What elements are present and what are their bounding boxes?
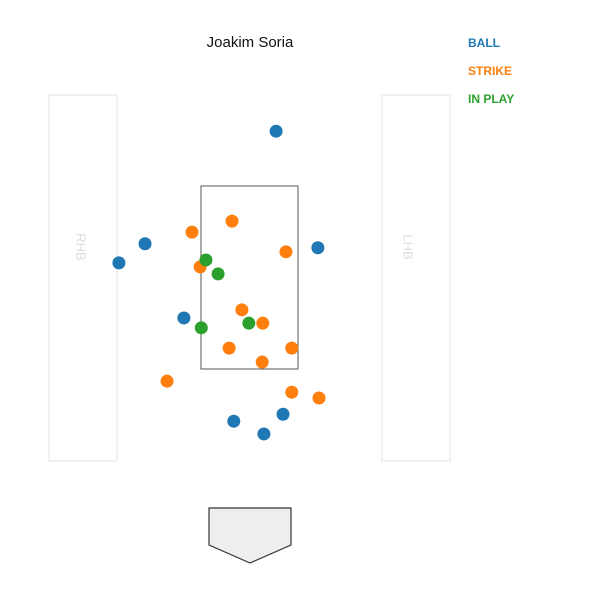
legend-label: STRIKE (468, 64, 512, 78)
pitch-point (256, 316, 270, 330)
batter-box-right (381, 94, 451, 462)
legend: BALL STRIKE IN PLAY (468, 36, 514, 106)
strike-zone (200, 185, 299, 370)
pitch-point (276, 407, 290, 421)
pitch-point (177, 311, 191, 325)
pitch-point (255, 355, 269, 369)
pitch-point (285, 385, 299, 399)
pitch-point (112, 256, 126, 270)
pitch-point (160, 374, 174, 388)
pitch-point (225, 214, 239, 228)
batter-label: LHB (401, 234, 416, 259)
chart-title: Joakim Soria (207, 34, 294, 51)
pitch-point (222, 341, 236, 355)
pitch-point (312, 391, 326, 405)
pitch-point (138, 237, 152, 251)
pitch-point (235, 303, 249, 317)
legend-label: BALL (468, 36, 500, 50)
pitch-point (211, 267, 225, 281)
points (112, 124, 326, 441)
pitch-point (279, 245, 293, 259)
batter-box-left (48, 94, 118, 462)
pitch-point (227, 414, 241, 428)
pitch-point (311, 241, 325, 255)
batter-label: RHB (74, 233, 89, 260)
legend-label: IN PLAY (468, 92, 514, 106)
pitch-point (194, 321, 208, 335)
pitch-point (242, 316, 256, 330)
pitch-point (285, 341, 299, 355)
pitch-point (257, 427, 271, 441)
pitch-point (269, 124, 283, 138)
home-plate (208, 507, 292, 564)
pitch-point (185, 225, 199, 239)
pitch-point (199, 253, 213, 267)
